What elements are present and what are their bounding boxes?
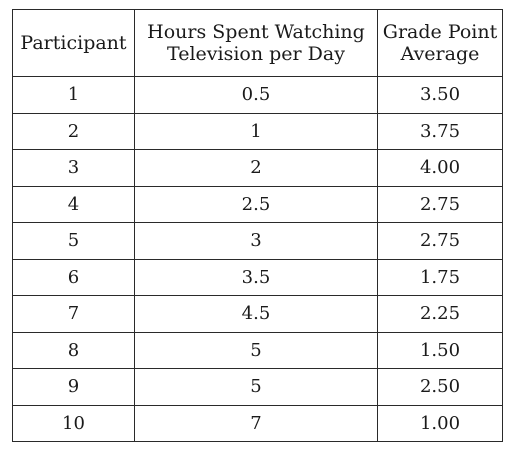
gpa-cell: 3.75 (377, 112, 503, 150)
header-hours-tv-line2: Television per Day (167, 43, 345, 65)
participant-cell: 10 (12, 404, 135, 442)
gpa-cell: 2.25 (377, 295, 503, 333)
hours-tv-cell: 0.5 (134, 76, 378, 114)
header-row: Participant Hours Spent Watching Televis… (12, 9, 503, 77)
hours-tv-cell: 5 (134, 331, 378, 369)
gpa-cell: 1.00 (377, 404, 503, 442)
hours-tv-cell: 3.5 (134, 258, 378, 296)
gpa-cell: 3.50 (377, 76, 503, 114)
table-row: 9 5 2.50 (12, 368, 503, 406)
table-row: 6 3.5 1.75 (12, 258, 503, 296)
table-body: 1 0.5 3.50 2 1 3.75 3 2 4.00 4 2.5 2.75 5 3 2.75 6 3.5 1.… (12, 76, 503, 442)
table-row: 4 2.5 2.75 (12, 185, 503, 223)
table-row: 5 3 2.75 (12, 222, 503, 260)
gpa-cell: 2.75 (377, 222, 503, 260)
table-row: 3 2 4.00 (12, 149, 503, 187)
hours-tv-cell: 5 (134, 368, 378, 406)
header-hours-tv: Hours Spent Watching Television per Day (134, 9, 378, 77)
participant-cell: 5 (12, 222, 135, 260)
header-gpa: Grade Point Average (377, 9, 503, 77)
gpa-cell: 1.75 (377, 258, 503, 296)
hours-tv-cell: 3 (134, 222, 378, 260)
participant-cell: 8 (12, 331, 135, 369)
participant-cell: 1 (12, 76, 135, 114)
header-gpa-line1: Grade Point (382, 21, 498, 43)
gpa-cell: 2.50 (377, 368, 503, 406)
table-row: 8 5 1.50 (12, 331, 503, 369)
gpa-cell: 4.00 (377, 149, 503, 187)
hours-tv-cell: 2.5 (134, 185, 378, 223)
participant-cell: 9 (12, 368, 135, 406)
participant-cell: 7 (12, 295, 135, 333)
table-row: 10 7 1.00 (12, 404, 503, 442)
header-participant: Participant (12, 9, 135, 77)
data-table: Participant Hours Spent Watching Televis… (12, 9, 503, 442)
hours-tv-cell: 4.5 (134, 295, 378, 333)
header-gpa-line2: Average (400, 43, 480, 65)
participant-cell: 3 (12, 149, 135, 187)
header-participant-label: Participant (20, 32, 127, 54)
header-hours-tv-line1: Hours Spent Watching (147, 21, 365, 43)
hours-tv-cell: 2 (134, 149, 378, 187)
hours-tv-cell: 1 (134, 112, 378, 150)
participant-cell: 2 (12, 112, 135, 150)
gpa-cell: 2.75 (377, 185, 503, 223)
data-table-container: Participant Hours Spent Watching Televis… (12, 9, 503, 442)
participant-cell: 6 (12, 258, 135, 296)
table-header: Participant Hours Spent Watching Televis… (12, 9, 503, 77)
table-row: 1 0.5 3.50 (12, 76, 503, 114)
table-row: 2 1 3.75 (12, 112, 503, 150)
participant-cell: 4 (12, 185, 135, 223)
gpa-cell: 1.50 (377, 331, 503, 369)
hours-tv-cell: 7 (134, 404, 378, 442)
table-row: 7 4.5 2.25 (12, 295, 503, 333)
